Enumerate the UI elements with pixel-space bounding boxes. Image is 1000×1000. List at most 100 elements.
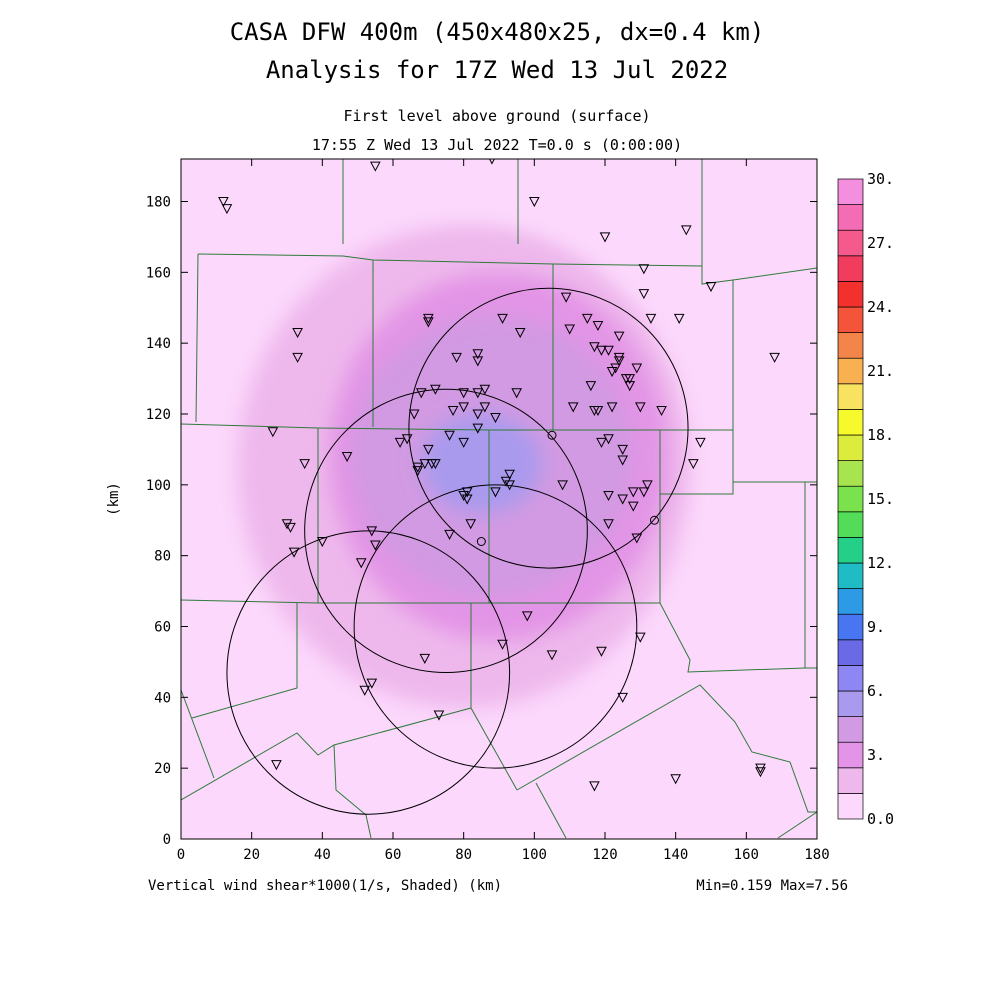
station-marker [430,384,441,395]
station-marker [461,494,473,505]
colorbar-label: 9. [867,618,885,636]
station-marker [635,632,646,643]
colorbar-label: 0.0 [867,810,894,828]
x-tick-label: 120 [592,847,617,863]
colorbar: 0.0 3. 6. 9. 12. 15. 18. 21. 24. 27. 30. [837,170,894,828]
radar-ring [408,287,689,569]
station-marker [370,540,381,551]
station-marker [557,480,568,491]
station-marker [631,533,643,544]
colorbar-label: 30. [867,170,894,188]
station-marker [617,455,628,466]
colorbar-swatch [837,716,864,743]
colorbar-swatch [837,204,864,231]
site-circle-marker [547,430,557,440]
colorbar-swatch [837,690,864,717]
station-marker [603,345,614,356]
station-marker [603,519,614,530]
colorbar-swatch [837,306,864,333]
station-marker [317,537,328,548]
station-marker [472,388,484,399]
station-marker [394,437,406,448]
station-marker [638,487,650,498]
station-marker [447,405,459,417]
station-marker [603,490,614,502]
site-circle-marker [649,515,659,525]
county-line [181,599,660,604]
station-marker [560,292,572,303]
colorbar-label: 24. [867,298,894,316]
station-marker [458,490,469,502]
colorbar-swatch [837,562,864,589]
station-marker [592,320,604,332]
y-tick-label: 100 [146,478,171,494]
colorbar-swatch [837,665,864,692]
station-marker [267,427,279,438]
station-marker [444,529,455,540]
station-marker [670,774,681,785]
plot-frame [180,158,818,840]
station-marker [218,197,229,208]
station-marker [589,405,600,417]
county-line [181,689,215,779]
station-marker [497,313,508,324]
radar-range-rings [226,287,689,815]
x-tick-label: 40 [314,847,331,863]
station-marker [642,480,653,491]
x-tick-label: 80 [455,847,472,863]
station-marker [613,352,625,363]
y-tick-label: 120 [146,407,171,423]
station-marker [680,225,692,236]
station-marker [401,434,413,445]
station-markers [218,159,780,792]
station-marker [292,352,303,363]
colorbar-swatch [837,434,864,461]
station-marker [221,204,233,215]
station-marker [497,639,508,650]
colorbar-label: 3. [867,746,885,764]
colorbar-swatch [837,460,864,487]
station-marker [514,328,526,339]
station-marker [472,409,484,420]
station-marker [479,384,491,395]
x-tick-label: 140 [663,847,688,863]
y-tick-label: 160 [146,265,171,281]
colorbar-swatch [837,537,864,564]
colorbar-swatch [837,409,864,436]
colorbar-label: 27. [867,234,894,252]
station-marker [472,356,484,367]
y-tick-label: 40 [154,690,171,706]
chart-subtitle-level: First level above ground (surface) [343,107,650,125]
chart-subtitle-time: 17:55 Z Wed 13 Jul 2022 T=0.0 s (0:00:00… [312,136,682,154]
county-line [660,481,817,495]
y-axis-label: (km) [106,482,122,516]
x-tick-label: 0 [177,847,185,863]
station-marker [645,313,657,324]
county-boundaries [181,159,817,839]
station-marker [500,476,512,487]
station-marker [705,282,717,293]
station-marker [656,405,667,417]
station-marker [412,462,424,473]
station-marker [490,487,501,498]
y-tick-label: 60 [154,620,171,636]
shear-field [237,226,690,708]
station-marker [596,437,607,448]
station-marker [281,519,293,530]
station-marker [451,352,462,363]
station-marker [408,409,420,420]
x-tick-label: 180 [804,847,829,863]
footer-variable-label: Vertical wind shear*1000(1/s, Shaded) (k… [148,878,502,894]
colorbar-swatch [837,511,864,538]
x-tick-label: 100 [522,847,547,863]
station-marker [341,452,353,463]
x-tick-label: 20 [243,847,260,863]
station-marker [359,685,371,696]
station-marker [458,388,469,399]
station-marker [673,313,685,324]
station-marker [472,423,484,434]
colorbar-swatch [837,639,864,666]
colorbar-swatch [837,588,864,615]
station-marker [461,487,473,498]
